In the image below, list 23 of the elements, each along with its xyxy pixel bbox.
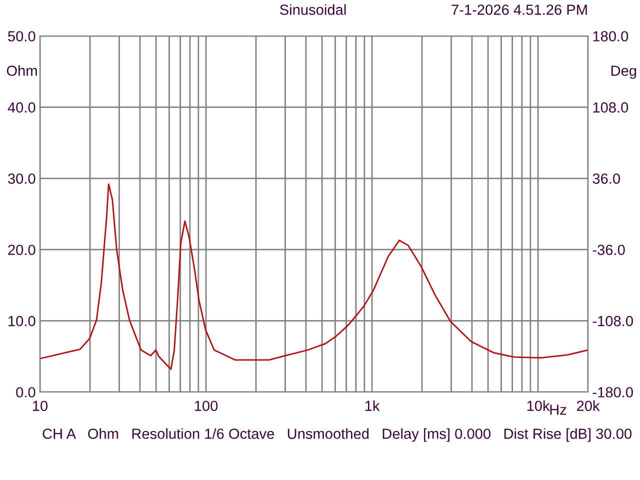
y-tick-label: 20.0 <box>8 244 36 256</box>
x-tick-label: 10k <box>527 400 550 412</box>
y-tick-label: 50.0 <box>8 31 36 42</box>
y-tick-label: 10.0 <box>8 316 36 326</box>
x-tick-label: 20k <box>576 400 600 412</box>
y-axis-title: Ohm <box>6 65 37 76</box>
y2-tick-label: 180.0 <box>593 31 628 42</box>
y2-tick-label: -36.0 <box>592 244 625 256</box>
y2-tick-label: 108.0 <box>593 102 628 113</box>
x-tick-label: 10 <box>33 400 48 412</box>
chart-title: Sinusoidal <box>280 4 346 15</box>
y2-tick-label: -180.0 <box>592 387 633 398</box>
y2-tick-label: -108.0 <box>592 316 633 326</box>
y2-axis-title: Deg <box>611 66 636 79</box>
x-axis-title: Hz <box>550 404 566 415</box>
text: CH A Ohm Resolution 1/6 Octave Unsmoothed Delay [ms] 0.000 Dist Rise [dB] 30.00 <box>42 428 632 442</box>
y2-tick-label: 36.0 <box>592 174 620 184</box>
y-tick-label: 40.0 <box>8 102 36 113</box>
chart-subtitle: 7-1-2026 4.51.26 PM <box>452 4 587 15</box>
y-tick-label: 0.0 <box>16 387 36 398</box>
x-tick-label: 100 <box>194 400 218 412</box>
y-tick-label: 30.0 <box>8 174 36 184</box>
x-tick-label: 1k <box>365 400 380 411</box>
